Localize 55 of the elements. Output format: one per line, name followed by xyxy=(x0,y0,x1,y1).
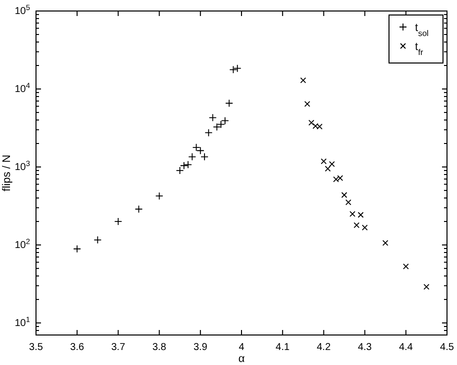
point xyxy=(114,218,122,226)
x-tick-label: 3.5 xyxy=(29,342,44,354)
x-tick-label: 4.5 xyxy=(440,342,454,354)
y-axis-title: flips / N xyxy=(1,154,13,192)
legend-label: t$_{fr}$ xyxy=(415,41,424,56)
x-tick-label: 3.7 xyxy=(111,342,126,354)
point xyxy=(362,224,368,231)
point xyxy=(180,162,188,170)
point xyxy=(208,114,217,122)
x-tick-label: 4.3 xyxy=(358,342,372,354)
legend-label: t$_{sol}$ xyxy=(415,22,429,38)
point xyxy=(73,244,82,253)
y-tick-label: 10$^{3}$ xyxy=(14,158,30,174)
point xyxy=(382,240,388,246)
x-tick-label: 3.8 xyxy=(152,342,167,354)
y-tick-label: 10$^{5}$ xyxy=(14,2,30,18)
point xyxy=(324,166,331,172)
x-tick-label: 4.1 xyxy=(276,342,290,354)
y-tick-label: 10$^{2}$ xyxy=(14,236,30,252)
point xyxy=(402,263,409,270)
point xyxy=(225,99,234,108)
y-tick-label: 10$^{4}$ xyxy=(14,80,30,96)
point xyxy=(358,212,364,218)
point xyxy=(134,205,143,214)
point xyxy=(341,192,348,198)
point xyxy=(308,120,314,126)
point xyxy=(188,152,196,161)
point xyxy=(233,64,242,72)
point xyxy=(354,222,360,228)
point xyxy=(94,236,102,244)
x-tick-label: 4.2 xyxy=(316,342,332,354)
point xyxy=(337,175,344,182)
point xyxy=(424,284,430,290)
x-tick-label: 4.4 xyxy=(398,342,414,354)
point xyxy=(155,192,164,200)
x-tick-label: 4 xyxy=(238,342,245,354)
point xyxy=(304,100,310,107)
x-tick-label: 3.6 xyxy=(70,342,84,354)
point xyxy=(184,160,192,169)
point xyxy=(350,210,356,217)
point xyxy=(212,122,221,131)
x-axis-title: α xyxy=(238,353,246,365)
point xyxy=(345,199,352,206)
x-tick-label: 3.9 xyxy=(193,342,208,354)
point xyxy=(316,124,323,130)
point xyxy=(300,77,306,84)
point xyxy=(221,116,230,125)
point xyxy=(204,128,213,137)
point xyxy=(192,143,200,152)
point xyxy=(176,166,184,174)
point xyxy=(217,120,225,128)
point xyxy=(328,161,335,167)
point xyxy=(229,66,238,74)
point xyxy=(320,158,327,164)
y-tick-label: 10$^{1}$ xyxy=(14,314,30,330)
